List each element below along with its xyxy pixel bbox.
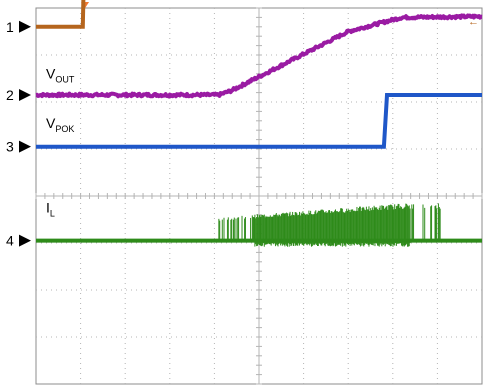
trigger-level-marker: ← xyxy=(468,16,479,28)
trace-channel-4 xyxy=(36,203,482,247)
channel-2-label-main: V xyxy=(46,66,56,82)
channel-4-label: IL xyxy=(46,199,55,218)
channel-2-number: 2 xyxy=(6,87,14,103)
channel-4-number: 4 xyxy=(6,233,14,249)
channel-1-ground-arrow xyxy=(19,20,31,33)
channel-labels: VENVOUTVPOKIL xyxy=(46,66,75,219)
grid: ← xyxy=(35,2,483,385)
channel-4-label-sub: L xyxy=(50,208,55,218)
channel-3-label-sub: POK xyxy=(55,124,74,134)
channel-2-label-sub: OUT xyxy=(55,75,75,85)
trace-channel-2 xyxy=(35,13,483,99)
channel-3-label: VPOK xyxy=(46,115,74,134)
channel-4-ground-arrow xyxy=(19,234,31,247)
channel-markers: 1 2 3 4 xyxy=(6,19,31,249)
channel-3-number: 3 xyxy=(6,139,14,155)
channel-3-label-main: V xyxy=(46,115,56,131)
channel-2-label: VOUT xyxy=(46,66,75,85)
channel-4-label-main: I xyxy=(46,199,50,215)
channel-1-number: 1 xyxy=(6,19,14,35)
channel-2-ground-arrow xyxy=(19,88,31,101)
traces xyxy=(35,0,483,247)
trace-channel-3 xyxy=(36,93,482,149)
trace-channel-1 xyxy=(36,0,86,29)
channel-3-ground-arrow xyxy=(19,140,31,153)
